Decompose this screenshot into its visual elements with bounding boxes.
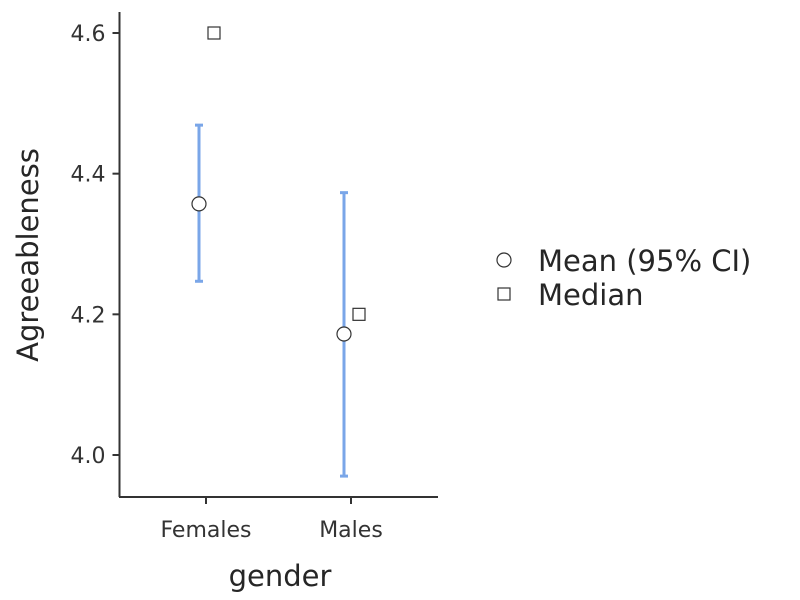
legend-median-label: Median (538, 278, 643, 312)
x-ticks: Females Males (160, 497, 383, 543)
median-point (352, 307, 366, 321)
data-marks (191, 26, 366, 478)
y-tick-label: 4.6 (71, 22, 106, 47)
median-point (207, 26, 221, 40)
legend-mean-marker (496, 252, 512, 268)
legend-median-marker (497, 287, 511, 301)
legend-mean-label: Mean (95% CI) (538, 244, 751, 278)
x-tick-label: Females (160, 518, 251, 543)
y-axis-title: Agreeableness (11, 148, 45, 362)
x-axis-title: gender (229, 559, 332, 593)
mean-point (191, 196, 207, 212)
y-tick-label: 4.4 (71, 163, 106, 188)
y-tick-label: 4.0 (71, 444, 106, 469)
x-tick-label: Males (319, 518, 383, 543)
mean-point (336, 326, 352, 342)
y-tick-label: 4.2 (71, 303, 106, 328)
y-ticks: 4.0 4.2 4.4 4.6 (71, 22, 120, 469)
legend: Mean (95% CI) Median (496, 244, 751, 312)
